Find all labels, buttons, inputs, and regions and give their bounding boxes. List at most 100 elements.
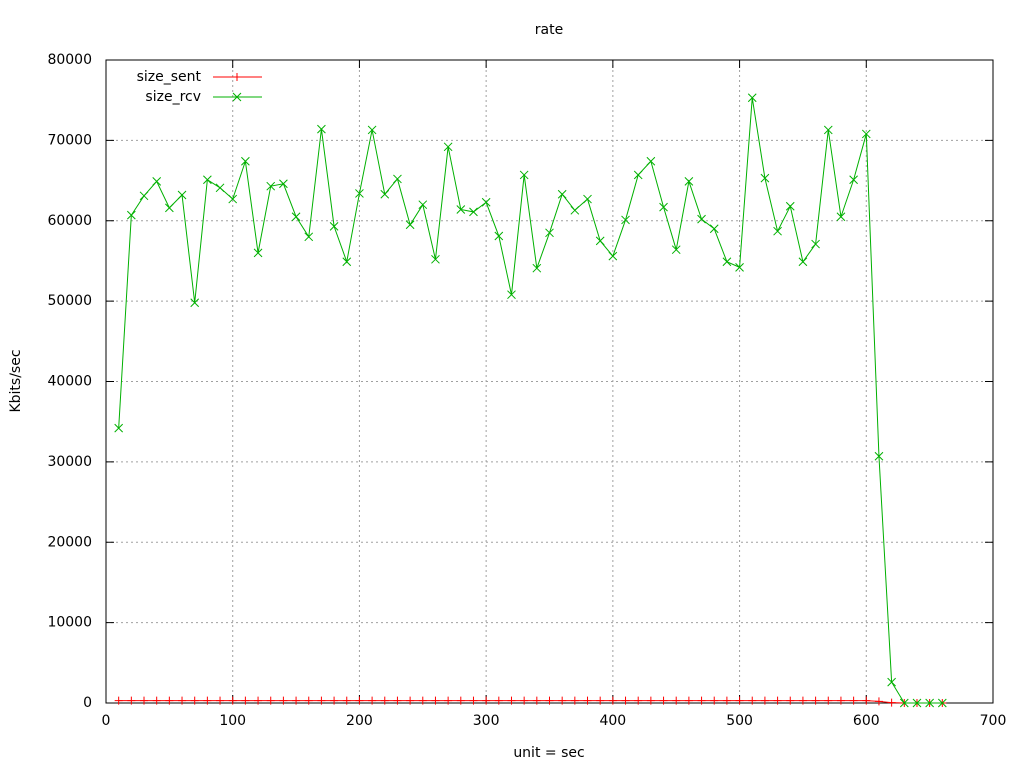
data-point: [406, 696, 415, 705]
data-point: [887, 698, 896, 707]
legend-marker: [232, 92, 242, 102]
data-point: [646, 156, 656, 166]
data-point: [456, 696, 465, 705]
data-point: [368, 696, 377, 705]
data-point: [659, 696, 668, 705]
data-point: [317, 696, 326, 705]
x-tick-label: 500: [726, 713, 753, 729]
legend-marker: [233, 73, 241, 81]
data-point: [646, 696, 655, 705]
data-point: [469, 207, 478, 217]
y-tick-label: 50000: [47, 293, 92, 309]
data-point: [862, 696, 871, 705]
y-tick-label: 70000: [47, 132, 92, 148]
data-point: [444, 696, 453, 705]
data-point: [228, 194, 238, 204]
x-tick-label: 400: [599, 713, 626, 729]
data-point: [241, 696, 250, 705]
data-point: [557, 189, 567, 199]
data-point: [291, 212, 301, 222]
chart-title: rate: [535, 22, 563, 38]
data-point: [380, 189, 390, 199]
data-point: [139, 191, 149, 201]
data-point: [190, 696, 199, 705]
data-point: [507, 290, 516, 300]
data-point: [241, 156, 250, 166]
data-point: [304, 696, 313, 705]
data-point: [266, 696, 275, 705]
data-point: [304, 232, 314, 242]
data-point: [443, 142, 453, 152]
data-point: [317, 124, 326, 134]
data-point: [494, 231, 504, 241]
y-tick-label: 30000: [47, 454, 92, 470]
data-point: [849, 696, 858, 705]
data-point: [228, 696, 237, 705]
data-point: [836, 212, 846, 222]
data-point: [747, 93, 757, 103]
data-point: [861, 129, 871, 139]
data-point: [937, 698, 947, 708]
data-point: [418, 696, 427, 705]
data-point: [178, 696, 187, 705]
x-tick-label: 600: [853, 713, 880, 729]
data-point: [418, 200, 428, 210]
data-point: [621, 696, 630, 705]
data-point: [203, 696, 212, 705]
data-point: [127, 696, 136, 705]
x-tick-label: 0: [102, 713, 111, 729]
data-point: [710, 696, 719, 705]
data-point: [748, 696, 757, 705]
data-point: [190, 298, 200, 308]
data-point: [608, 696, 617, 705]
data-point: [596, 696, 605, 705]
data-point: [342, 696, 351, 705]
data-point: [874, 697, 883, 706]
data-point: [367, 125, 377, 135]
data-point: [114, 423, 124, 433]
data-point: [532, 263, 542, 273]
data-point: [393, 174, 402, 184]
data-point: [798, 257, 808, 267]
data-point: [786, 696, 795, 705]
data-point: [507, 696, 516, 705]
data-point: [722, 257, 732, 267]
y-tick-label: 60000: [47, 213, 92, 229]
x-axis-label: unit = sec: [513, 745, 584, 761]
data-point: [899, 698, 909, 708]
y-tick-label: 0: [83, 695, 92, 711]
data-point: [671, 245, 681, 255]
data-point: [177, 190, 187, 200]
data-point: [545, 228, 554, 238]
data-point: [545, 696, 554, 705]
data-point: [773, 226, 782, 236]
y-axis-label: Kbits/sec: [8, 349, 24, 412]
data-point: [811, 239, 820, 249]
data-point: [583, 194, 592, 204]
data-point: [114, 696, 123, 705]
data-point: [824, 696, 833, 705]
data-point: [709, 224, 719, 234]
data-point: [481, 197, 491, 207]
data-point: [469, 696, 478, 705]
data-point: [697, 696, 706, 705]
data-point: [595, 236, 605, 246]
data-point: [887, 677, 896, 687]
data-point: [165, 203, 174, 213]
data-point: [254, 696, 263, 705]
data-point: [608, 251, 618, 261]
data-point: [253, 248, 263, 258]
data-point: [279, 696, 288, 705]
data-point: [773, 696, 782, 705]
y-tick-label: 20000: [47, 534, 92, 550]
data-point: [329, 222, 339, 231]
data-point: [722, 696, 731, 705]
data-point: [482, 696, 491, 705]
data-point: [494, 696, 503, 705]
data-point: [126, 210, 136, 220]
data-point: [431, 254, 440, 264]
legend-label: size_rcv: [145, 89, 201, 105]
data-point: [583, 696, 592, 705]
